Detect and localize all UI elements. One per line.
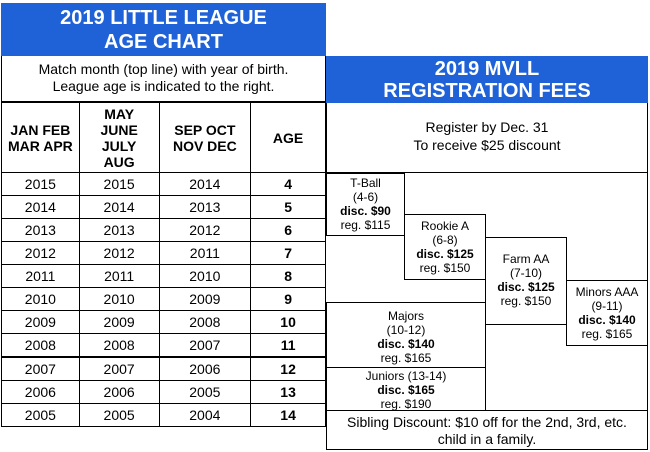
cell-age: 4 [250, 172, 326, 196]
header-age: AGE [250, 102, 326, 173]
age-chart-title-line1: 2019 LITTLE LEAGUE [60, 7, 267, 29]
cell-jan-apr: 2005 [1, 403, 80, 427]
sibling-discount: Sibling Discount: $10 off for the 2nd, 3… [326, 410, 648, 450]
cell-age: 14 [250, 403, 326, 427]
age-chart-table: JAN FEB MAR APR MAY JUNE JULY AUG SEP OC… [1, 102, 326, 427]
sibling-line-1: Sibling Discount: $10 off for the 2nd, 3… [347, 414, 627, 430]
fees-title-line1: 2019 MVLL [434, 58, 540, 80]
cell-may-aug: 2008 [78, 333, 160, 358]
cell-may-aug: 2012 [78, 241, 160, 265]
table-row: 2012 2012 2011 7 [1, 241, 326, 265]
cell-may-aug: 2005 [78, 403, 160, 427]
fee-box-minors-aaa: Minors AAA (9-11) disc. $140 reg. $165 [566, 280, 648, 346]
cell-may-aug: 2007 [78, 356, 160, 381]
fees-title-line2: REGISTRATION FEES [383, 80, 591, 102]
cell-may-aug: 2010 [78, 287, 160, 311]
table-row: 2008 2008 2007 11 [1, 333, 326, 358]
fees-title: 2019 MVLL REGISTRATION FEES [326, 56, 648, 103]
cell-age: 5 [250, 195, 326, 219]
age-chart-header-row: JAN FEB MAR APR MAY JUNE JULY AUG SEP OC… [1, 102, 326, 173]
cell-may-aug: 2013 [78, 218, 160, 242]
register-line-1: Register by Dec. 31 [425, 119, 549, 135]
cell-may-aug: 2011 [78, 264, 160, 288]
instruction-line-1: Match month (top line) with year of birt… [38, 61, 289, 77]
table-row: 2010 2010 2009 9 [1, 287, 326, 311]
table-row: 2005 2005 2004 14 [1, 403, 326, 427]
age-chart-title-line2: AGE CHART [104, 31, 223, 53]
cell-jan-apr: 2011 [1, 264, 80, 288]
cell-sep-dec: 2005 [158, 380, 252, 404]
cell-sep-dec: 2011 [158, 241, 252, 265]
instruction-line-2: League age is indicated to the right. [52, 78, 275, 94]
table-row: 2006 2006 2005 13 [1, 380, 326, 404]
table-row: 2014 2014 2013 5 [1, 195, 326, 219]
cell-age: 6 [250, 218, 326, 242]
header-may-aug: MAY JUNE JULY AUG [78, 102, 160, 173]
cell-jan-apr: 2012 [1, 241, 80, 265]
cell-age: 12 [250, 356, 326, 381]
table-row: 2007 2007 2006 12 [1, 356, 326, 381]
cell-age: 8 [250, 264, 326, 288]
cell-may-aug: 2009 [78, 310, 160, 334]
header-jan-apr: JAN FEB MAR APR [1, 102, 80, 173]
cell-may-aug: 2006 [78, 380, 160, 404]
cell-jan-apr: 2014 [1, 195, 80, 219]
age-chart-title: 2019 LITTLE LEAGUE AGE CHART [1, 3, 326, 56]
sibling-line-2: child in a family. [437, 431, 537, 447]
cell-age: 13 [250, 380, 326, 404]
cell-sep-dec: 2007 [158, 333, 252, 358]
cell-age: 10 [250, 310, 326, 334]
cell-age: 7 [250, 241, 326, 265]
fee-box-tball: T-Ball (4-6) disc. $90 reg. $115 [326, 173, 405, 236]
cell-jan-apr: 2008 [1, 333, 80, 358]
fee-box-farm-aa: Farm AA (7-10) disc. $125 reg. $150 [485, 237, 567, 325]
cell-sep-dec: 2010 [158, 264, 252, 288]
fee-box-rookie-a: Rookie A (6-8) disc. $125 reg. $150 [404, 214, 486, 280]
table-row: 2013 2013 2012 6 [1, 218, 326, 242]
cell-age: 11 [250, 333, 326, 358]
cell-sep-dec: 2004 [158, 403, 252, 427]
table-row: 2009 2009 2008 10 [1, 310, 326, 334]
cell-jan-apr: 2007 [1, 356, 80, 381]
cell-may-aug: 2015 [78, 172, 160, 196]
cell-jan-apr: 2013 [1, 218, 80, 242]
header-sep-dec: SEP OCT NOV DEC [158, 102, 252, 173]
cell-jan-apr: 2010 [1, 287, 80, 311]
cell-sep-dec: 2006 [158, 356, 252, 381]
cell-jan-apr: 2006 [1, 380, 80, 404]
cell-sep-dec: 2009 [158, 287, 252, 311]
register-deadline: Register by Dec. 31 To receive $25 disco… [326, 103, 648, 173]
table-row: 2011 2011 2010 8 [1, 264, 326, 288]
cell-may-aug: 2014 [78, 195, 160, 219]
cell-sep-dec: 2008 [158, 310, 252, 334]
cell-jan-apr: 2009 [1, 310, 80, 334]
cell-sep-dec: 2013 [158, 195, 252, 219]
fee-box-juniors: Juniors (13-14) disc. $165 reg. $190 [326, 367, 486, 411]
cell-sep-dec: 2014 [158, 172, 252, 196]
cell-age: 9 [250, 287, 326, 311]
register-line-2: To receive $25 discount [413, 137, 561, 153]
age-chart-instructions: Match month (top line) with year of birt… [1, 56, 326, 102]
cell-sep-dec: 2012 [158, 218, 252, 242]
cell-jan-apr: 2015 [1, 172, 80, 196]
table-row: 2015 2015 2014 4 [1, 172, 326, 196]
fees-right-border [647, 103, 648, 410]
fee-box-majors: Majors (10-12) disc. $140 reg. $165 [326, 302, 486, 368]
